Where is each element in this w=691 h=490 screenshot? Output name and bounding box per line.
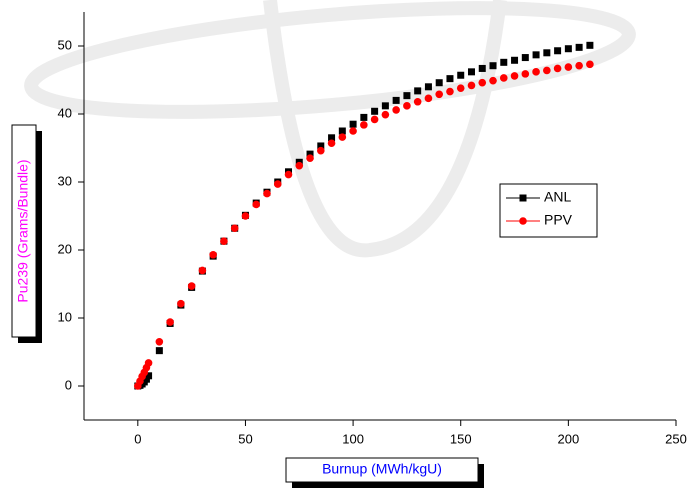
data-point <box>500 58 508 66</box>
data-point <box>306 154 314 162</box>
data-point <box>478 78 487 87</box>
data-point <box>435 79 443 87</box>
data-point <box>370 115 379 124</box>
data-point <box>511 56 519 64</box>
data-point <box>543 66 551 75</box>
data-point <box>403 92 411 100</box>
y-tick-label: 0 <box>65 377 72 392</box>
data-point <box>456 84 465 92</box>
legend-label: PPV <box>544 212 573 228</box>
data-point <box>467 81 476 90</box>
data-point <box>338 133 347 141</box>
data-point <box>360 113 368 121</box>
data-point <box>144 359 153 367</box>
data-point <box>392 96 400 104</box>
data-point <box>317 142 325 150</box>
watermark <box>24 0 636 258</box>
data-point <box>467 68 475 76</box>
legend-marker <box>519 194 527 202</box>
legend-label: ANL <box>544 189 571 205</box>
data-point <box>521 54 529 62</box>
data-point <box>532 51 540 59</box>
x-label-box <box>285 457 479 483</box>
data-point <box>220 237 228 245</box>
data-point <box>532 68 540 76</box>
data-point <box>371 107 379 115</box>
data-point <box>317 146 325 155</box>
data-point <box>295 161 304 170</box>
data-point <box>586 41 594 49</box>
data-point <box>521 70 530 78</box>
data-point <box>553 64 562 73</box>
data-point <box>230 224 239 233</box>
data-point <box>328 134 336 142</box>
x-tick-label: 250 <box>665 431 687 446</box>
data-point <box>499 74 508 82</box>
x-tick-label: 150 <box>450 431 472 446</box>
data-point <box>381 110 390 119</box>
data-point <box>403 102 411 110</box>
data-point <box>327 139 336 148</box>
data-point <box>489 76 497 85</box>
y-tick-label: 30 <box>58 173 72 188</box>
data-point <box>209 250 217 259</box>
data-point <box>446 75 454 83</box>
data-point <box>187 282 196 290</box>
data-point <box>554 47 562 55</box>
data-point <box>564 45 572 53</box>
data-point <box>381 102 389 110</box>
data-point <box>575 61 583 70</box>
x-axis-label: Burnup (MWh/kgU) <box>322 461 442 477</box>
data-point <box>564 63 573 71</box>
data-point <box>198 266 207 275</box>
data-point <box>273 180 282 188</box>
y-tick-label: 10 <box>58 309 72 324</box>
data-point <box>241 212 250 220</box>
data-point <box>155 347 163 355</box>
x-tick-label: 50 <box>238 431 252 446</box>
legend-marker <box>519 217 527 225</box>
y-tick-label: 40 <box>58 105 72 120</box>
data-point <box>414 87 422 95</box>
y-axis-label: Pu239 (Grams/Bundle) <box>15 159 31 302</box>
data-point <box>155 338 164 346</box>
data-point <box>424 83 432 91</box>
x-tick-label: 100 <box>342 431 364 446</box>
data-point <box>252 200 261 209</box>
data-point <box>543 49 551 57</box>
data-point <box>284 170 293 179</box>
x-tick-label: 0 <box>134 431 141 446</box>
data-point <box>489 62 497 70</box>
data-point <box>177 299 185 308</box>
data-point <box>306 150 314 158</box>
x-tick-label: 200 <box>558 431 580 446</box>
y-label-box <box>11 124 37 338</box>
data-point <box>145 372 153 380</box>
data-point <box>424 94 433 103</box>
data-point <box>478 64 486 72</box>
data-point <box>392 106 400 114</box>
y-tick-label: 50 <box>58 37 72 52</box>
data-point <box>263 189 271 198</box>
data-point <box>457 71 465 79</box>
y-tick-label: 20 <box>58 241 72 256</box>
data-point <box>166 318 174 326</box>
data-point <box>349 120 357 128</box>
data-point <box>446 87 454 96</box>
data-point <box>349 127 357 135</box>
legend-box <box>499 183 598 238</box>
data-point <box>338 127 346 135</box>
data-point <box>413 97 422 106</box>
data-point <box>575 43 583 51</box>
data-point <box>586 60 594 69</box>
data-point <box>360 121 368 129</box>
data-point <box>435 90 444 99</box>
data-point <box>510 72 519 80</box>
